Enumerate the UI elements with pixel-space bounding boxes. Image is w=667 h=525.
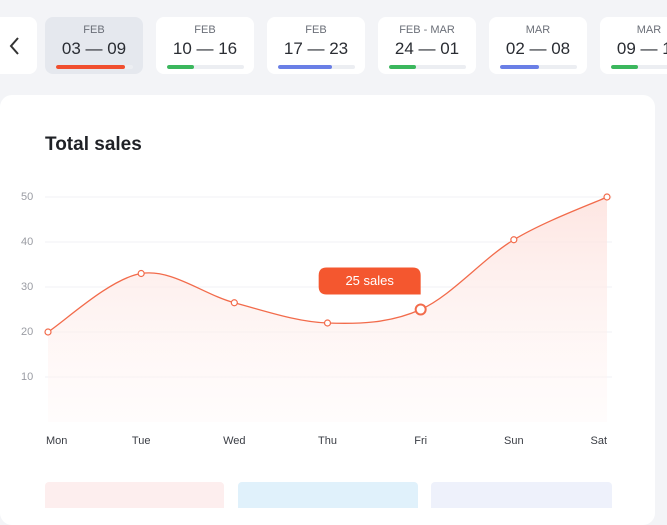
page: {"weeks": [ {"month": "FEB", "range": "0… xyxy=(0,17,667,525)
progress-track xyxy=(167,65,244,69)
week-range: 17 — 23 xyxy=(283,39,349,58)
back-button[interactable] xyxy=(0,17,37,74)
point xyxy=(323,319,332,327)
back-icon xyxy=(9,36,19,55)
progress-track xyxy=(500,65,577,69)
point xyxy=(230,299,238,307)
progress-bar xyxy=(500,65,539,69)
summary-card xyxy=(431,482,612,508)
week-range: 03 — 09 xyxy=(61,39,127,58)
tooltip-label: 25 sales xyxy=(345,273,394,288)
week-range: 02 — 08 xyxy=(505,39,571,58)
week-tab[interactable]: MAR 02 — 08 xyxy=(489,17,587,74)
progress-bar xyxy=(56,65,126,69)
week-range: 09 — 15 xyxy=(616,39,667,58)
week-month: MAR xyxy=(525,24,551,36)
week-tab[interactable]: FEB 03 — 09 xyxy=(45,17,143,74)
week-tab[interactable]: FEB - MAR 24 — 01 xyxy=(378,17,476,74)
chart-title: Total sales xyxy=(45,134,142,155)
tooltip xyxy=(318,267,421,295)
point xyxy=(137,269,145,278)
progress-bar xyxy=(611,65,638,69)
y-tick-label: 20 xyxy=(21,326,33,338)
summary-card xyxy=(45,482,224,508)
summary-card xyxy=(238,482,418,508)
x-tick-label: Sat xyxy=(590,435,607,447)
week-month: FEB xyxy=(194,24,216,36)
week-tab[interactable]: FEB 10 — 16 xyxy=(156,17,254,74)
x-tick-label: Sun xyxy=(504,435,524,447)
point xyxy=(510,236,518,244)
x-tick-label: Mon xyxy=(46,435,67,447)
y-tick-label: 50 xyxy=(21,191,33,203)
progress-bar xyxy=(278,65,332,69)
progress-bar xyxy=(167,65,194,69)
y-tick-label: 40 xyxy=(21,236,33,248)
week-month: FEB xyxy=(83,24,105,36)
week-tab[interactable]: FEB 17 — 23 xyxy=(267,17,365,74)
y-tick-label: 30 xyxy=(21,281,33,293)
point xyxy=(603,193,611,201)
progress-track xyxy=(56,65,133,69)
week-tab[interactable]: MAR 09 — 15 xyxy=(600,17,667,74)
x-tick-label: Fri xyxy=(414,435,427,447)
point xyxy=(44,328,52,336)
point xyxy=(414,303,427,316)
x-tick-label: Tue xyxy=(132,435,151,447)
x-tick-label: Thu xyxy=(318,435,337,447)
x-tick-label: Wed xyxy=(223,435,245,447)
progress-track xyxy=(278,65,355,69)
y-tick-label: 10 xyxy=(21,371,33,383)
week-range: 10 — 16 xyxy=(172,39,238,58)
progress-track xyxy=(389,65,466,69)
week-month: FEB - MAR xyxy=(399,24,455,36)
week-range: 24 — 01 xyxy=(394,39,460,58)
chart: Total sales 10 20 30 40 50 Mon Tue Wed Thu Fri Sun… xyxy=(21,134,612,447)
progress-bar xyxy=(389,65,416,69)
week-month: FEB xyxy=(305,24,327,36)
week-month: MAR xyxy=(636,24,662,36)
progress-track xyxy=(611,65,667,69)
area xyxy=(48,197,607,422)
